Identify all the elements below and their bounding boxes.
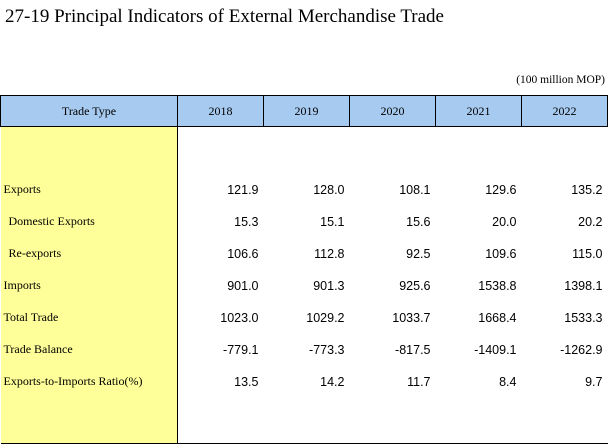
cell-domestic-exports-2019: 15.1: [320, 214, 345, 229]
trade-indicators-table: Trade Type 2018 2019 2020 2021 2022 Expo…: [0, 95, 608, 444]
header-trade-type: Trade Type: [0, 95, 178, 127]
table-header-row: Trade Type 2018 2019 2020 2021 2022: [0, 95, 608, 127]
cell-re-exports-2020: 92.5: [406, 246, 431, 261]
table-spacer-row: [0, 126, 608, 174]
header-year-2020: 2020: [349, 95, 436, 127]
header-year-2019: 2019: [263, 95, 350, 127]
cell-domestic-exports-2021: 20.0: [492, 214, 517, 229]
label-cell-spacer-bottom: [0, 397, 178, 444]
cell-ratio-2018: 13.5: [234, 374, 259, 389]
unit-label: (100 million MOP): [516, 74, 605, 86]
table-row-domestic-exports: Domestic Exports 15.3 15.1 15.6 20.0 20.…: [0, 205, 608, 238]
table-row-imports: Imports 901.0 901.3 925.6 1538.8 1398.1: [0, 269, 608, 302]
cell-imports-2020: 925.6: [399, 278, 431, 293]
header-year-2021: 2021: [435, 95, 522, 127]
cell-total-trade-2021: 1668.4: [478, 310, 517, 325]
row-label-re-exports: Re-exports: [0, 237, 178, 270]
cell-exports-2018: 121.9: [227, 182, 259, 197]
cell-exports-2022: 135.2: [571, 182, 603, 197]
cell-total-trade-2019: 1029.2: [306, 310, 345, 325]
table-row-total-trade: Total Trade 1023.0 1029.2 1033.7 1668.4 …: [0, 301, 608, 334]
cell-trade-balance-2022: -1262.9: [560, 342, 603, 357]
table-row-exports-to-imports-ratio: Exports-to-Imports Ratio(%) 13.5 14.2 11…: [0, 365, 608, 398]
cell-re-exports-2021: 109.6: [485, 246, 517, 261]
cell-trade-balance-2019: -773.3: [309, 342, 345, 357]
cell-ratio-2019: 14.2: [320, 374, 345, 389]
row-label-trade-balance: Trade Balance: [0, 333, 178, 366]
cell-total-trade-2020: 1033.7: [392, 310, 431, 325]
cell-exports-2019: 128.0: [313, 182, 345, 197]
cell-re-exports-2018: 106.6: [227, 246, 259, 261]
row-label-imports: Imports: [0, 269, 178, 302]
cell-trade-balance-2020: -817.5: [395, 342, 431, 357]
cell-exports-2021: 129.6: [485, 182, 517, 197]
cell-domestic-exports-2020: 15.6: [406, 214, 431, 229]
cell-re-exports-2022: 115.0: [572, 246, 603, 261]
cell-imports-2022: 1398.1: [564, 278, 603, 293]
cell-exports-2020: 108.1: [399, 182, 431, 197]
cell-ratio-2021: 8.4: [499, 374, 517, 389]
cell-trade-balance-2018: -779.1: [223, 342, 259, 357]
table-row-re-exports: Re-exports 106.6 112.8 92.5 109.6 115.0: [0, 237, 608, 270]
cell-imports-2021: 1538.8: [478, 278, 517, 293]
row-label-domestic-exports: Domestic Exports: [0, 205, 178, 238]
row-label-exports: Exports: [0, 173, 178, 206]
cell-ratio-2022: 9.7: [585, 374, 603, 389]
table-spacer-row-bottom: [0, 397, 608, 444]
label-cell-spacer: [0, 126, 178, 174]
cell-imports-2019: 901.3: [313, 278, 345, 293]
cell-ratio-2020: 11.7: [407, 374, 431, 389]
header-year-2018: 2018: [177, 95, 264, 127]
cell-domestic-exports-2022: 20.2: [578, 214, 603, 229]
cell-re-exports-2019: 112.8: [314, 246, 345, 261]
table-row-trade-balance: Trade Balance -779.1 -773.3 -817.5 -1409…: [0, 333, 608, 366]
cell-domestic-exports-2018: 15.3: [234, 214, 259, 229]
cell-total-trade-2018: 1023.0: [220, 310, 259, 325]
row-label-total-trade: Total Trade: [0, 301, 178, 334]
table-row-exports: Exports 121.9 128.0 108.1 129.6 135.2: [0, 173, 608, 206]
page-title: 27-19 Principal Indicators of External M…: [5, 6, 444, 27]
cell-total-trade-2022: 1533.3: [564, 310, 603, 325]
header-year-2022: 2022: [521, 95, 608, 127]
row-label-exports-to-imports-ratio: Exports-to-Imports Ratio(%): [0, 365, 178, 398]
cell-imports-2018: 901.0: [227, 278, 259, 293]
cell-trade-balance-2021: -1409.1: [474, 342, 517, 357]
